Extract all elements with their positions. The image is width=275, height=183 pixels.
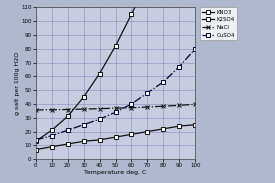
CuSO4 bbox=[82, 124, 85, 126]
Line: K2SO4: K2SO4 bbox=[34, 123, 197, 151]
K2SO4 bbox=[194, 124, 197, 126]
CuSO4 bbox=[146, 92, 149, 94]
NaCl bbox=[66, 108, 69, 111]
NaCl bbox=[146, 106, 149, 108]
KNO3 bbox=[82, 96, 85, 98]
CuSO4 bbox=[130, 103, 133, 105]
KNO3 bbox=[66, 115, 69, 117]
NaCl bbox=[34, 109, 37, 111]
CuSO4 bbox=[114, 111, 117, 113]
KNO3 bbox=[130, 13, 133, 15]
K2SO4 bbox=[130, 133, 133, 135]
Legend: KNO3, K2SO4, NaCl, CuSO4: KNO3, K2SO4, NaCl, CuSO4 bbox=[200, 7, 237, 40]
K2SO4 bbox=[162, 128, 165, 130]
K2SO4 bbox=[82, 140, 85, 142]
Line: KNO3: KNO3 bbox=[34, 0, 197, 143]
NaCl bbox=[130, 107, 133, 109]
K2SO4 bbox=[50, 146, 53, 148]
NaCl bbox=[50, 109, 53, 111]
K2SO4 bbox=[178, 125, 181, 127]
CuSO4 bbox=[194, 48, 197, 50]
Line: CuSO4: CuSO4 bbox=[34, 47, 197, 142]
CuSO4 bbox=[66, 129, 69, 131]
K2SO4 bbox=[146, 130, 149, 133]
K2SO4 bbox=[34, 148, 37, 151]
NaCl bbox=[82, 108, 85, 110]
K2SO4 bbox=[114, 136, 117, 138]
CuSO4 bbox=[50, 135, 53, 137]
NaCl bbox=[162, 105, 165, 107]
Line: NaCl: NaCl bbox=[34, 102, 197, 112]
X-axis label: Temperature deg. C: Temperature deg. C bbox=[84, 170, 147, 175]
KNO3 bbox=[98, 72, 101, 75]
KNO3 bbox=[114, 45, 117, 47]
CuSO4 bbox=[98, 118, 101, 120]
CuSO4 bbox=[178, 66, 181, 68]
CuSO4 bbox=[162, 81, 165, 83]
NaCl bbox=[114, 107, 117, 109]
K2SO4 bbox=[66, 143, 69, 145]
Y-axis label: g salt per 100g H2O: g salt per 100g H2O bbox=[15, 52, 20, 115]
K2SO4 bbox=[98, 139, 101, 141]
KNO3 bbox=[50, 129, 53, 131]
NaCl bbox=[178, 104, 181, 107]
KNO3 bbox=[34, 140, 37, 142]
NaCl bbox=[194, 103, 197, 105]
NaCl bbox=[98, 108, 101, 110]
CuSO4 bbox=[34, 139, 37, 141]
